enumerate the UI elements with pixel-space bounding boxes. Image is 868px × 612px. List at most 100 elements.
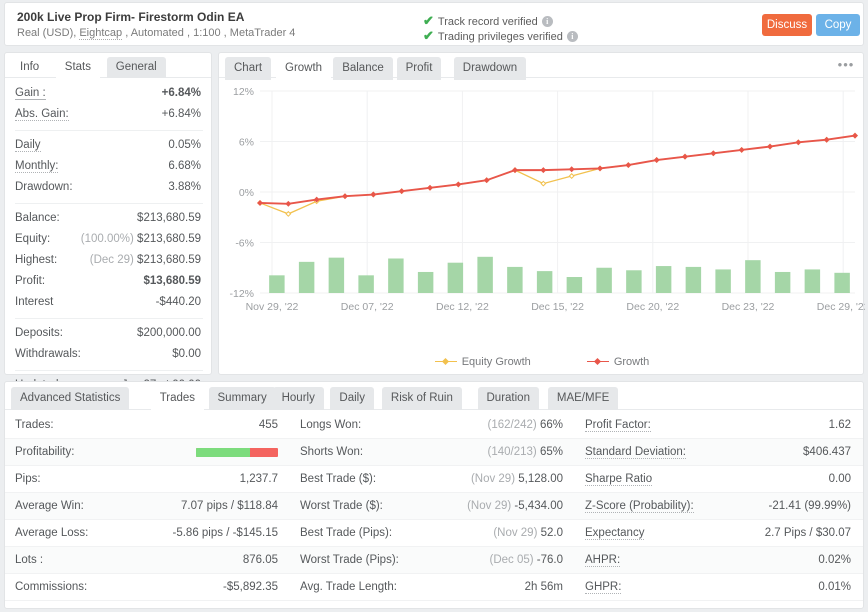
tab-duration[interactable]: Duration — [477, 387, 539, 410]
table-row-label[interactable]: Standard Deviation: — [585, 446, 687, 459]
tab-daily[interactable]: Daily — [330, 387, 374, 410]
stat-label: Interest — [15, 296, 54, 308]
chart-bar — [774, 271, 791, 293]
chart-data-point — [795, 139, 802, 146]
profitability-bar-won — [196, 448, 251, 457]
y-axis-tick-label: 0% — [239, 187, 254, 199]
tab-general[interactable]: General — [106, 57, 166, 78]
chart-bar — [596, 267, 612, 293]
info-icon[interactable]: i — [541, 16, 553, 27]
table-row: GHPR: 0.01% — [575, 574, 863, 601]
stat-value: $213,680.59 — [137, 212, 201, 224]
chart-tabbar: Chart Growth Balance Profit Drawdown — [219, 53, 863, 80]
table-row: Average Win: 7.07 pips / $118.84 — [5, 493, 290, 520]
chart-data-point — [257, 199, 263, 206]
tab-drawdown[interactable]: Drawdown — [453, 57, 527, 80]
table-row: Lots : 876.05 — [5, 547, 290, 574]
broker-link[interactable]: Eightcap — [79, 27, 123, 40]
chart-svg: 12% 6% 0% -6% -12%Nov 29, '22 Dec 07, '22 Dec … — [229, 86, 865, 313]
tab-growth[interactable]: Growth — [276, 57, 332, 80]
table-row-value: (Nov 29) 5,128.00 — [470, 473, 563, 485]
legend-item[interactable]: Equity Growth — [434, 356, 531, 368]
tab-trades[interactable]: Trades — [150, 387, 205, 410]
y-axis-tick-label: -12% — [229, 288, 254, 300]
stat-row: Equity: (100.00%) $213,680.59 — [5, 230, 211, 251]
stat-value: (Dec 29) $213,680.59 — [89, 254, 201, 266]
table-row: Avg. Trade Length: 2h 56m — [290, 574, 575, 601]
table-row-value: 0.02% — [818, 554, 851, 566]
table-row-value: 1,237.7 — [239, 473, 278, 485]
stat-label[interactable]: Monthly: — [15, 160, 59, 173]
table-row-value: (Nov 29) -5,434.00 — [467, 500, 563, 512]
copy-button[interactable]: Copy — [816, 14, 860, 36]
chart-line-growth — [259, 134, 856, 205]
table-row-label[interactable]: Expectancy — [585, 527, 645, 540]
stat-row: Balance: $213,680.59 — [5, 209, 211, 230]
chart-data-point — [710, 150, 717, 157]
table-row-note: (Nov 29) — [470, 473, 519, 485]
table-row: Pips: 1,237.7 — [5, 466, 290, 493]
tab-risk-of-ruin[interactable]: Risk of Ruin — [381, 387, 462, 410]
trades-column-1: Trades: 455 Profitability: Pips: 1,237.7 Aver… — [5, 412, 290, 601]
chart-data-point — [738, 146, 745, 153]
tab-balance[interactable]: Balance — [333, 57, 393, 80]
info-icon[interactable]: i — [566, 31, 578, 42]
tab-advanced-statistics[interactable]: Advanced Statistics — [11, 387, 130, 410]
track-record-verified-label: Track record verified — [437, 16, 538, 28]
tab-stats[interactable]: Stats — [55, 57, 101, 78]
chart-panel: Chart Growth Balance Profit Drawdown ••• 12%… — [218, 52, 865, 375]
table-row-label: Average Win: — [15, 500, 84, 512]
stat-value: $0.00 — [172, 348, 201, 360]
tab-info[interactable]: Info — [20, 61, 40, 73]
tab-hourly[interactable]: Hourly — [272, 387, 324, 410]
table-row-label[interactable]: AHPR: — [585, 554, 621, 567]
stat-row: Monthly: 6.68% — [5, 157, 211, 178]
stats-panel: Info Stats General Gain : +6.84% Abs. Gain: +… — [4, 52, 212, 412]
legend-label: Equity Growth — [461, 356, 531, 368]
chart-bar — [626, 270, 642, 293]
legend-marker-icon — [586, 361, 609, 362]
chart-menu-icon[interactable]: ••• — [837, 57, 855, 72]
table-row-label: Trades: — [15, 419, 54, 431]
stat-row: Interest -$440.20 — [5, 293, 211, 314]
table-row-label[interactable]: GHPR: — [585, 581, 622, 594]
table-row-label: Best Trade ($): — [300, 473, 377, 485]
stat-value-note: (100.00%) — [80, 233, 138, 245]
legend-item[interactable]: Growth — [586, 356, 649, 368]
trades-column-3: Profit Factor: 1.62 Standard Deviation: $40… — [575, 412, 863, 601]
stat-label[interactable]: Gain : — [15, 87, 46, 100]
tab-summary[interactable]: Summary — [208, 387, 276, 410]
stat-row: Highest: (Dec 29) $213,680.59 — [5, 251, 211, 272]
discuss-button[interactable]: Discuss — [762, 14, 812, 36]
chart-data-point — [512, 167, 518, 174]
chart-data-point — [398, 188, 405, 195]
stat-label: Highest: — [15, 254, 58, 266]
tab-chart[interactable]: Chart — [225, 57, 272, 80]
table-row: Longs Won: (162/242) 66% — [290, 412, 575, 439]
chart-bar — [655, 266, 672, 293]
divider — [15, 203, 203, 204]
stat-label: Drawdown: — [15, 181, 73, 193]
table-row: Average Loss: -5.86 pips / -$145.15 — [5, 520, 290, 547]
stat-label[interactable]: Daily — [15, 139, 41, 152]
table-row-note: (Nov 29) — [467, 500, 515, 512]
tab-mae-mfe[interactable]: MAE/MFE — [547, 387, 619, 410]
table-row: Commissions: -$5,892.35 — [5, 574, 290, 601]
tab-profit[interactable]: Profit — [396, 57, 442, 80]
table-row-value: 876.05 — [242, 554, 278, 566]
table-row-label: Commissions: — [15, 581, 88, 593]
table-row: Trades: 455 — [5, 412, 290, 439]
stat-label[interactable]: Abs. Gain: — [15, 108, 69, 121]
account-currency: Real (USD), — [17, 27, 80, 39]
x-axis-tick-label: Nov 29, '22 — [246, 301, 299, 313]
table-row-label[interactable]: Profit Factor: — [585, 419, 651, 432]
x-axis-tick-label: Dec 23, '22 — [722, 301, 775, 313]
stat-value: 6.68% — [168, 160, 201, 172]
table-row: Z-Score (Probability): -21.41 (99.99%) — [575, 493, 863, 520]
table-row-note: (140/213) — [487, 446, 540, 458]
table-row-label[interactable]: Sharpe Ratio — [585, 473, 653, 486]
table-row-label[interactable]: Z-Score (Probability): — [585, 500, 694, 513]
stat-row: Gain : +6.84% — [5, 84, 211, 105]
account-meta-rest: , Automated , 1:100 , MetaTrader 4 — [122, 27, 296, 39]
chart-bar — [536, 271, 553, 293]
